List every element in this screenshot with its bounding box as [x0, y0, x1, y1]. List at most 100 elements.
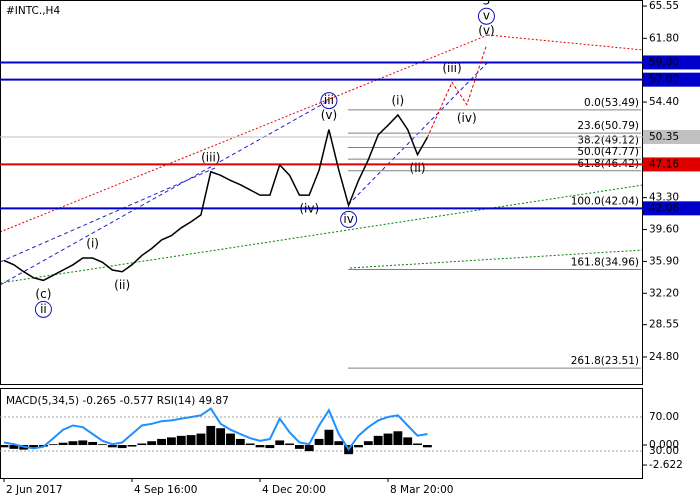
macd-bar — [255, 445, 265, 448]
macd-bar — [216, 428, 226, 446]
macd-bar — [58, 442, 68, 446]
macd-bar — [275, 440, 285, 446]
macd-bar — [383, 433, 393, 446]
macd-bar — [334, 441, 344, 446]
fib-label: 0.0(53.49) — [584, 97, 639, 109]
trend-line — [347, 59, 491, 206]
macd-bar — [68, 441, 78, 446]
macd-bar — [166, 437, 176, 446]
wave-label: (v) — [478, 24, 494, 38]
y-tick-label: 43.30 — [649, 192, 679, 204]
fib-label: 261.8(23.51) — [571, 355, 639, 367]
macd-bar — [127, 445, 137, 447]
y-tick-label: 61.80 — [649, 32, 679, 44]
wave-label: (c) — [35, 287, 51, 301]
macd-bar — [265, 445, 275, 449]
macd-bar — [363, 441, 373, 446]
y-tick-label: 65.55 — [649, 0, 679, 12]
fib-label: 161.8(34.96) — [571, 257, 639, 269]
macd-bar — [324, 429, 334, 446]
macd-bar — [137, 443, 147, 446]
fib-label: 50.0(47.77) — [577, 146, 639, 158]
macd-bar — [245, 443, 255, 446]
macd-bar — [186, 435, 196, 446]
wave-label: (iii) — [442, 61, 461, 75]
macd-bar — [206, 425, 216, 446]
wave-label: (v) — [321, 108, 337, 122]
fib-label: 38.2(49.12) — [577, 135, 639, 147]
fib-label: 100.0(42.04) — [571, 196, 639, 208]
price-level-label: 59.00 — [649, 56, 679, 68]
macd-bar — [403, 437, 413, 446]
y2-tick-label: 30.00 — [649, 445, 679, 457]
wave-label: v — [483, 9, 490, 23]
wave-label: (i) — [86, 236, 99, 250]
macd-bar — [422, 445, 432, 448]
wave-label: (i) — [391, 93, 404, 107]
wave-label: (ii) — [410, 161, 426, 175]
x-tick-label: 2 Jun 2017 — [6, 484, 62, 496]
price-frame — [0, 0, 643, 385]
wave-label: iv — [343, 212, 353, 226]
wave-circle — [477, 7, 495, 25]
price-level-label: 47.16 — [649, 158, 679, 170]
macd-bar — [107, 445, 117, 448]
trend-line — [487, 34, 644, 51]
macd-bar — [176, 435, 186, 446]
chart-title: #INTC.,H4 — [6, 5, 60, 17]
macd-bar — [117, 445, 127, 449]
macd-bar — [354, 445, 363, 448]
price-level-label: 42.06 — [649, 202, 679, 214]
macd-bar — [88, 441, 98, 446]
indicator-frame — [0, 388, 643, 479]
indicator-title: MACD(5,34,5) -0.265 -0.577 RSI(14) 49.87 — [6, 395, 229, 407]
macd-bar — [294, 445, 304, 449]
macd-bar — [29, 445, 39, 449]
macd-bar — [0, 445, 9, 448]
wave-circle — [320, 92, 338, 110]
macd-bar — [48, 444, 58, 446]
wave-label: (ii) — [114, 278, 130, 292]
macd-bar — [304, 445, 314, 452]
x-tick-label: 4 Sep 16:00 — [134, 484, 197, 496]
price-level-label: 57.00 — [649, 74, 679, 86]
trend-line — [0, 99, 331, 286]
wave-label: ii — [40, 302, 47, 316]
macd-bar — [235, 438, 245, 446]
rsi-line — [3, 407, 428, 452]
x-tick-label: 4 Dec 20:00 — [262, 484, 326, 496]
price-line — [3, 113, 429, 282]
y-tick-label: 39.60 — [649, 224, 679, 236]
price-level-box — [643, 129, 700, 144]
fib-label: 23.6(50.79) — [577, 120, 639, 132]
wave-label: (iv) — [299, 202, 319, 216]
y-tick-label: -2.622 — [649, 459, 683, 471]
y2-tick-label: 70.00 — [649, 411, 679, 423]
macd-bar — [413, 443, 422, 446]
price-level-box — [643, 157, 700, 172]
price-level-box — [643, 55, 700, 70]
trend-line — [349, 249, 644, 269]
macd-bar — [78, 440, 88, 446]
macd-bar — [196, 433, 206, 446]
y-tick-label: 24.80 — [649, 351, 679, 363]
wave-label: (iv) — [457, 111, 477, 125]
y-tick-label: 35.90 — [649, 255, 679, 267]
y-tick-label: 54.40 — [649, 96, 679, 108]
macd-bar — [98, 444, 107, 446]
y-tick-label: 0.000 — [649, 439, 679, 451]
x-tick-label: 8 Mar 20:00 — [390, 484, 453, 496]
macd-bar — [285, 443, 294, 446]
wave-circle — [34, 300, 52, 318]
price-level-box — [643, 72, 700, 87]
wave-label: 3 — [483, 0, 491, 8]
wave-label: iii — [324, 93, 334, 107]
y-tick-label: 32.20 — [649, 287, 679, 299]
macd-bar — [9, 445, 19, 449]
macd-bar — [373, 435, 383, 446]
macd-bar — [393, 431, 403, 446]
y-tick-label: 28.55 — [649, 319, 679, 331]
wave-label: (iii) — [201, 150, 220, 164]
